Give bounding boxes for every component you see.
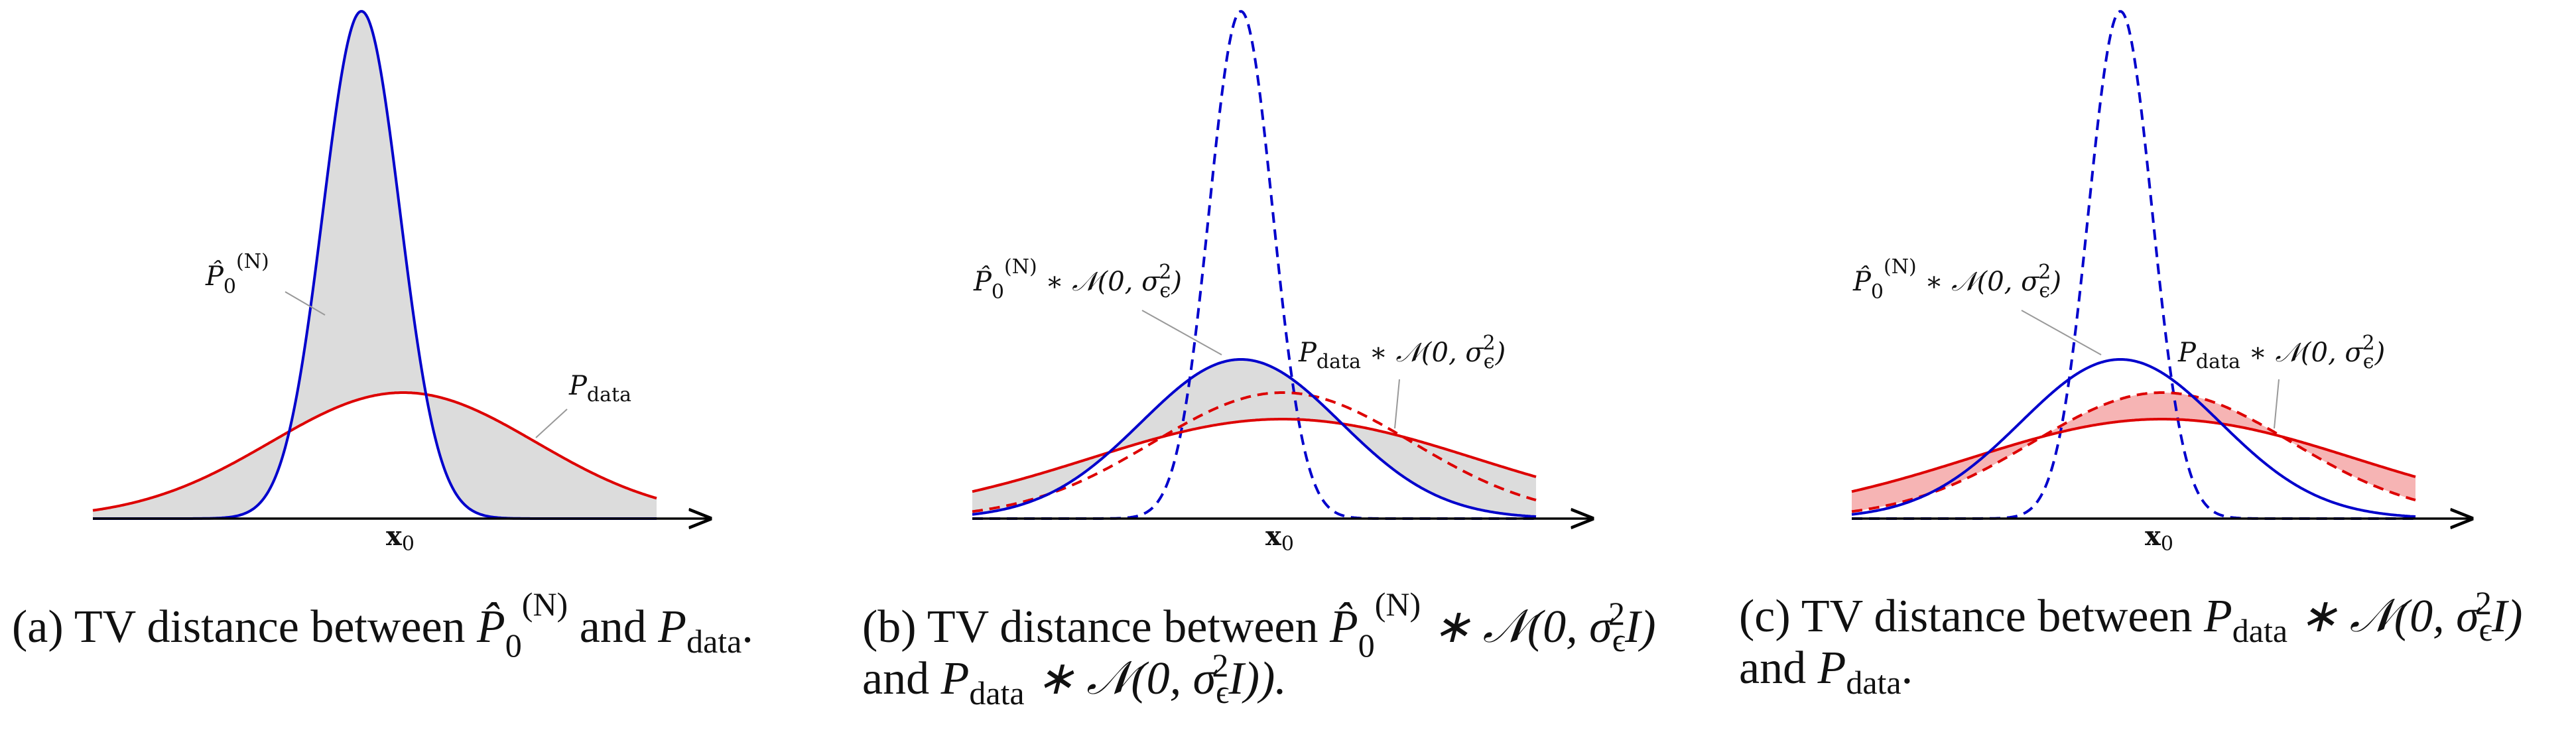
caption-c-line2: and Pdata. bbox=[1739, 643, 1913, 701]
x-axis-label: x0 bbox=[1265, 521, 1294, 556]
caption-b-line2: and Pdata ∗ 𝒩(0, σϵ2I)). bbox=[862, 647, 1287, 712]
pdata-conv-label: Pdata ∗ 𝒩(0, σϵ2) bbox=[2177, 332, 2385, 373]
caption-b-line1: (b) TV distance between P̂0(N) ∗ 𝒩(0, σϵ… bbox=[862, 586, 1656, 664]
x-axis-label: x0 bbox=[386, 521, 415, 556]
pdata-curve bbox=[92, 391, 657, 512]
p0hat-conv-curve bbox=[972, 358, 1537, 519]
tv-region-fill bbox=[93, 11, 657, 519]
p0hat-conv-label: P̂0(N) ∗ 𝒩(0, σϵ2) bbox=[973, 255, 1182, 304]
p0hat-conv-label: P̂0(N) ∗ 𝒩(0, σϵ2) bbox=[1852, 255, 2061, 304]
p0hat-dashed-curve bbox=[1852, 10, 2415, 520]
panel-c: P̂0(N) ∗ 𝒩(0, σϵ2) Pdata ∗ 𝒩(0, σϵ2) x0 … bbox=[1739, 10, 2523, 701]
pdata-conv-curve bbox=[1851, 418, 2416, 493]
leader-line bbox=[1141, 310, 1222, 355]
x-axis-label: x0 bbox=[2145, 521, 2173, 556]
p0hat-dashed-curve bbox=[972, 10, 1536, 520]
tv-region-fill bbox=[972, 359, 1536, 517]
panel-b: P̂0(N) ∗ 𝒩(0, σϵ2) Pdata ∗ 𝒩(0, σϵ2) x0 … bbox=[862, 10, 1656, 712]
caption-c-line1: (c) TV distance between Pdata ∗ 𝒩(0, σϵ2… bbox=[1739, 584, 2523, 649]
p0hat-label: P̂0(N) bbox=[205, 250, 269, 298]
pdata-conv-curve bbox=[972, 418, 1537, 493]
leader-line bbox=[285, 291, 326, 316]
leader-line bbox=[2021, 310, 2102, 355]
caption-a: (a) TV distance between P̂0(N) and Pdata… bbox=[12, 586, 753, 664]
leader-line bbox=[1394, 379, 1400, 429]
panel-a: P̂0(N) Pdata x0 (a) TV distance between … bbox=[12, 10, 753, 664]
leader-line bbox=[535, 409, 568, 438]
leader-line bbox=[2274, 379, 2280, 429]
pdata-label: Pdata bbox=[568, 371, 631, 407]
p0hat-conv-curve bbox=[1851, 358, 2416, 519]
pdata-conv-label: Pdata ∗ 𝒩(0, σϵ2) bbox=[1298, 332, 1506, 373]
